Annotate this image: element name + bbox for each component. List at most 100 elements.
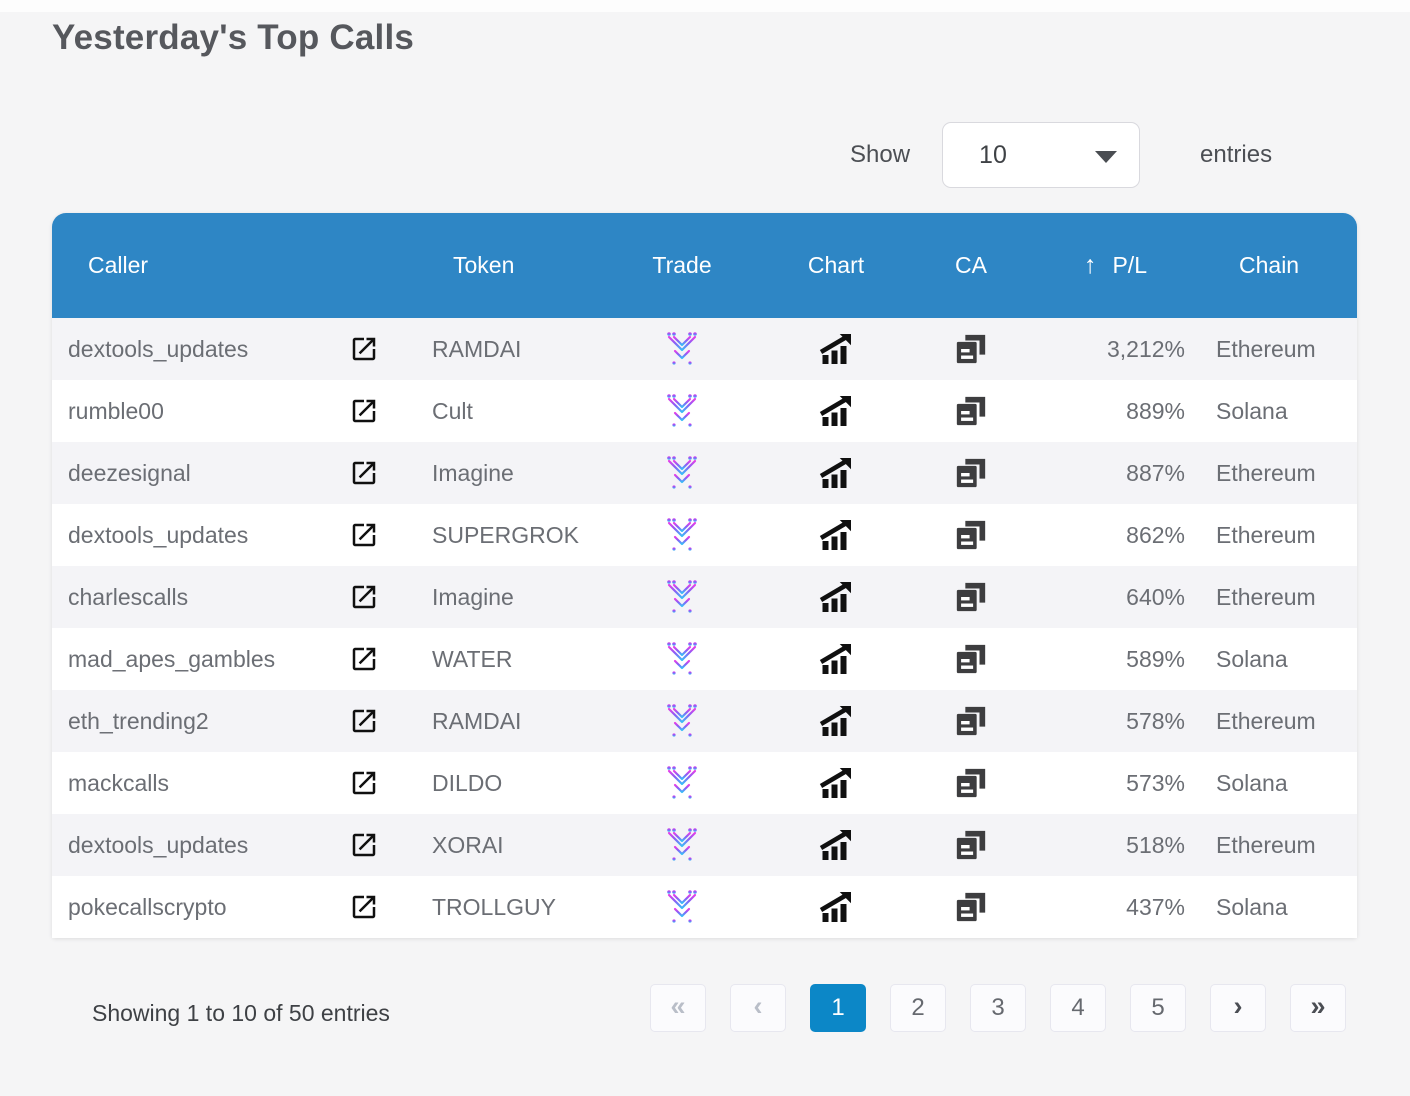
open-in-new-icon	[349, 644, 379, 674]
open-in-new-icon	[349, 892, 379, 922]
copy-contract-icon	[954, 704, 988, 738]
trade-button[interactable]	[592, 391, 772, 431]
open-in-new-icon	[349, 520, 379, 550]
caller-link-button[interactable]	[332, 334, 396, 364]
trade-button[interactable]	[592, 639, 772, 679]
trade-button[interactable]	[592, 825, 772, 865]
first-page-button[interactable]: «	[650, 984, 706, 1032]
table-row: mad_apes_gambles WATER 589% Solana	[52, 628, 1357, 690]
ca-copy-button[interactable]	[900, 456, 1042, 490]
ca-copy-button[interactable]	[900, 394, 1042, 428]
previous-page-button[interactable]: ‹	[730, 984, 786, 1032]
price-chart-icon	[818, 455, 854, 491]
entries-label: entries	[1200, 141, 1273, 168]
column-header-caller[interactable]: Caller	[88, 252, 149, 278]
price-chart-icon	[818, 517, 854, 553]
trade-button[interactable]	[592, 453, 772, 493]
chart-button[interactable]	[772, 331, 900, 367]
ca-copy-button[interactable]	[900, 580, 1042, 614]
pagination: « ‹ 1 2 3 4 5 › »	[650, 984, 1346, 1032]
page-button-5[interactable]: 5	[1130, 984, 1186, 1032]
sort-ascending-icon[interactable]: ↑	[1083, 251, 1097, 279]
caller-link-button[interactable]	[332, 892, 396, 922]
caller-link-button[interactable]	[332, 706, 396, 736]
trade-button[interactable]	[592, 577, 772, 617]
open-in-new-icon	[349, 830, 379, 860]
next-page-button[interactable]: ›	[1210, 984, 1266, 1032]
top-strip	[0, 0, 1410, 12]
chart-button[interactable]	[772, 579, 900, 615]
page-title: Yesterday's Top Calls	[52, 18, 415, 57]
caller-name: mad_apes_gambles	[68, 645, 276, 672]
caller-link-button[interactable]	[332, 830, 396, 860]
page-button-3[interactable]: 3	[970, 984, 1026, 1032]
caller-name: dextools_updates	[68, 521, 249, 548]
chevron-down-icon	[1095, 151, 1118, 163]
pl-value: 437%	[1126, 893, 1185, 920]
ca-copy-button[interactable]	[900, 642, 1042, 676]
token-name: Imagine	[432, 583, 514, 610]
pl-value: 573%	[1126, 769, 1185, 796]
ca-copy-button[interactable]	[900, 828, 1042, 862]
token-name: Cult	[432, 397, 473, 424]
copy-contract-icon	[954, 890, 988, 924]
ca-copy-button[interactable]	[900, 518, 1042, 552]
caller-link-button[interactable]	[332, 582, 396, 612]
entries-summary: Showing 1 to 10 of 50 entries	[92, 1000, 390, 1026]
caller-name: dextools_updates	[68, 831, 249, 858]
column-header-trade[interactable]: Trade	[652, 252, 712, 278]
caller-name: pokecallscrypto	[68, 893, 227, 920]
caller-link-button[interactable]	[332, 768, 396, 798]
token-name: Imagine	[432, 459, 514, 486]
chart-button[interactable]	[772, 455, 900, 491]
ca-copy-button[interactable]	[900, 766, 1042, 800]
token-name: RAMDAI	[432, 335, 522, 362]
column-header-token[interactable]: Token	[453, 252, 515, 278]
price-chart-icon	[818, 889, 854, 925]
chart-button[interactable]	[772, 889, 900, 925]
page-size-select[interactable]: 10	[942, 122, 1141, 188]
chart-button[interactable]	[772, 703, 900, 739]
page-button-1[interactable]: 1	[810, 984, 866, 1032]
caller-link-button[interactable]	[332, 458, 396, 488]
caller-link-button[interactable]	[332, 396, 396, 426]
chain-name: Ethereum	[1216, 583, 1316, 610]
page-button-4[interactable]: 4	[1050, 984, 1106, 1032]
price-chart-icon	[818, 331, 854, 367]
chart-button[interactable]	[772, 765, 900, 801]
chart-button[interactable]	[772, 827, 900, 863]
column-header-chart[interactable]: Chart	[807, 252, 865, 278]
trade-button[interactable]	[592, 763, 772, 803]
table-row: dextools_updates RAMDAI 3,212% Ethereum	[52, 318, 1357, 380]
pl-value: 589%	[1126, 645, 1185, 672]
ca-copy-button[interactable]	[900, 890, 1042, 924]
column-header-ca[interactable]: CA	[955, 252, 987, 278]
token-name: TROLLGUY	[432, 893, 556, 920]
caller-link-button[interactable]	[332, 644, 396, 674]
column-header-chain[interactable]: Chain	[1239, 252, 1300, 278]
chart-button[interactable]	[772, 517, 900, 553]
chain-name: Ethereum	[1216, 707, 1316, 734]
column-header-pl[interactable]: ↑ P/L	[1042, 251, 1185, 280]
pl-value: 640%	[1126, 583, 1185, 610]
chain-name: Ethereum	[1216, 459, 1316, 486]
trade-button[interactable]	[592, 329, 772, 369]
chart-button[interactable]	[772, 641, 900, 677]
trade-button[interactable]	[592, 701, 772, 741]
price-chart-icon	[818, 765, 854, 801]
copy-contract-icon	[954, 580, 988, 614]
chain-name: Solana	[1216, 769, 1288, 796]
page-button-2[interactable]: 2	[890, 984, 946, 1032]
maestro-bot-icon	[662, 577, 702, 617]
trade-button[interactable]	[592, 887, 772, 927]
page-size-value: 10	[979, 140, 1007, 169]
trade-button[interactable]	[592, 515, 772, 555]
chart-button[interactable]	[772, 393, 900, 429]
price-chart-icon	[818, 703, 854, 739]
ca-copy-button[interactable]	[900, 704, 1042, 738]
pl-value: 862%	[1126, 521, 1185, 548]
ca-copy-button[interactable]	[900, 332, 1042, 366]
last-page-button[interactable]: »	[1290, 984, 1346, 1032]
caller-link-button[interactable]	[332, 520, 396, 550]
caller-name: charlescalls	[68, 583, 189, 610]
